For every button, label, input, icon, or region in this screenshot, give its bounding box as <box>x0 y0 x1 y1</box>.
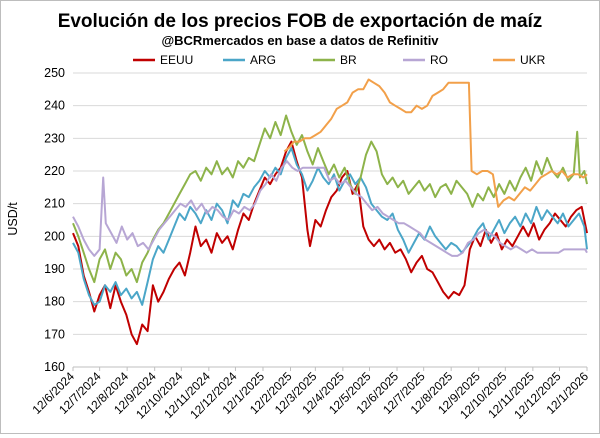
legend-label-arg: ARG <box>250 53 276 67</box>
y-tick-label: 170 <box>44 327 65 341</box>
legend-label-ro: RO <box>430 53 448 67</box>
y-tick-label: 200 <box>44 229 65 243</box>
legend-label-br: BR <box>340 53 357 67</box>
series-line-eeuu <box>72 140 588 346</box>
plot-series <box>72 78 588 346</box>
chart-title: Evolución de los precios FOB de exportac… <box>58 11 543 32</box>
y-axis-label: USD/t <box>6 202 20 236</box>
y-tick-label: 180 <box>44 295 65 309</box>
chart-subtitle: @BCRmercados en base a datos de Refiniti… <box>161 33 439 48</box>
y-tick-label: 190 <box>44 262 65 276</box>
y-tick-label: 250 <box>44 66 65 80</box>
legend-label-eeuu: EEUU <box>160 53 193 67</box>
legend-label-ukr: UKR <box>520 53 546 67</box>
x-axis-ticks: 12/6/202412/7/202412/8/202412/9/202412/1… <box>29 367 591 422</box>
y-axis-ticks: 160 170 180 190 200 210 220 230 240 250 <box>44 66 65 374</box>
series-line-ro <box>72 160 588 257</box>
series-line-ukr <box>283 78 588 208</box>
y-tick-label: 160 <box>44 360 65 374</box>
y-tick-label: 230 <box>44 131 65 145</box>
legend: EEUU ARG BR RO UKR <box>133 53 546 67</box>
y-tick-label: 220 <box>44 164 65 178</box>
y-tick-label: 210 <box>44 197 65 211</box>
gridlines <box>73 72 587 335</box>
y-tick-label: 240 <box>44 99 65 113</box>
